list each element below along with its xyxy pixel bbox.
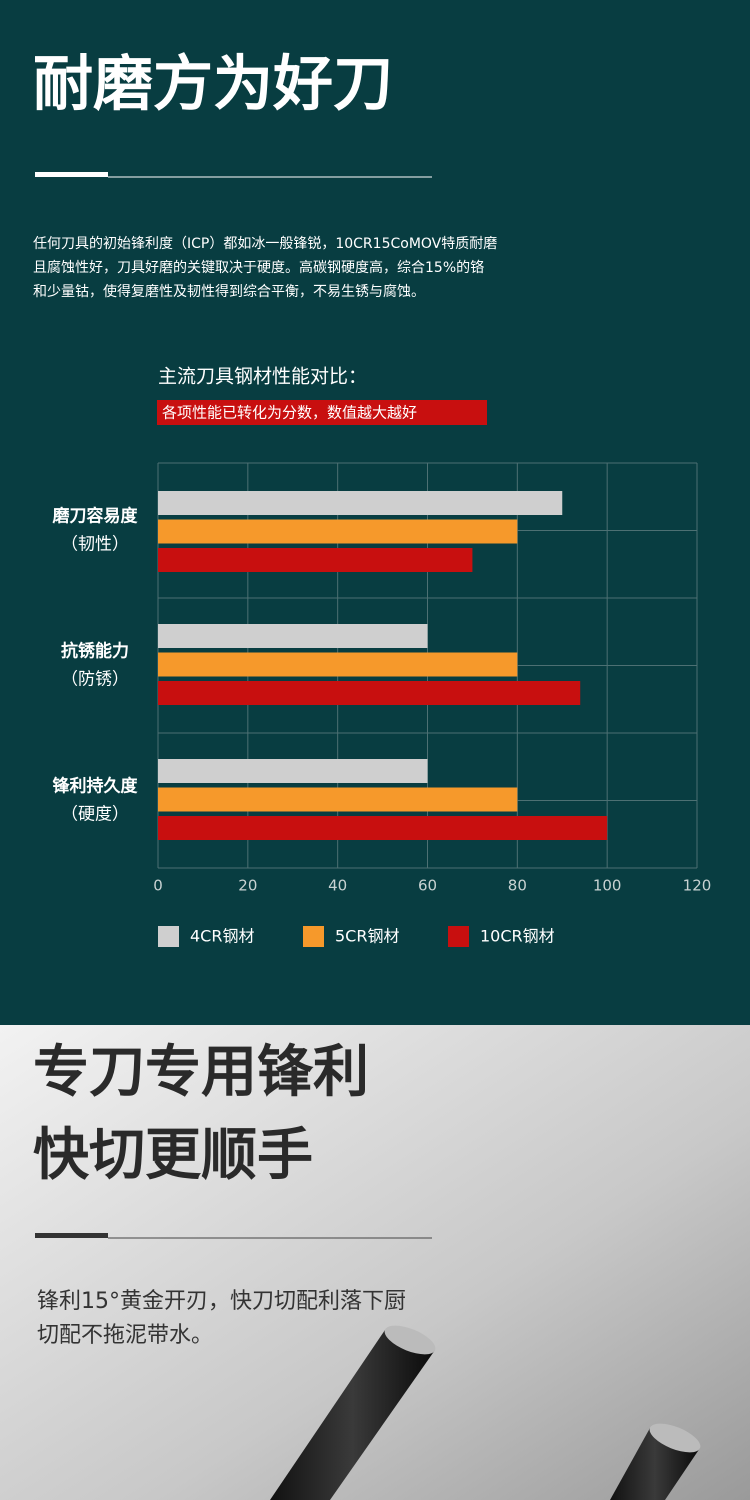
legend-swatch xyxy=(448,926,469,947)
x-tick-label: 100 xyxy=(593,877,622,895)
category-label: 锋利持久度 xyxy=(53,776,139,797)
description-line: 切配不拖泥带水。 xyxy=(37,1323,213,1348)
category-note: （硬度） xyxy=(61,805,129,825)
legend-label: 10CR钢材 xyxy=(480,927,555,946)
bar xyxy=(158,816,608,840)
x-tick-label: 80 xyxy=(508,877,527,895)
description-line: 锋利15°黄金开刃，快刀切配利落下厨 xyxy=(37,1289,406,1314)
bar xyxy=(158,519,518,544)
legend-swatch xyxy=(303,926,324,947)
chart-title: 主流刀具钢材性能对比： xyxy=(158,366,367,388)
legend-swatch xyxy=(158,926,179,947)
section-title: 耐磨方为好刀 xyxy=(33,50,393,120)
underline-bar xyxy=(35,1233,108,1238)
knife-handle xyxy=(270,1330,435,1500)
description-line: 且腐蚀性好，刀具好磨的关键取决于硬度。高碳钢硬度高，综合15%的铬 xyxy=(33,259,484,276)
knife-handles xyxy=(270,1325,701,1500)
section-title: 专刀专用锋利 xyxy=(33,1040,369,1105)
bar xyxy=(158,624,428,648)
legend-label: 5CR钢材 xyxy=(335,927,399,946)
x-tick-label: 60 xyxy=(418,877,437,895)
x-tick-label: 0 xyxy=(153,877,163,895)
bar xyxy=(158,548,473,572)
handle-cap xyxy=(384,1325,436,1355)
category-label: 磨刀容易度 xyxy=(53,506,139,527)
x-tick-label: 120 xyxy=(683,877,712,895)
bar xyxy=(158,759,428,783)
legend-label: 4CR钢材 xyxy=(190,927,254,946)
chart-subtitle: 各项性能已转化为分数，数值越大越好 xyxy=(162,404,417,422)
category-note: （防锈） xyxy=(61,670,129,690)
section-title: 快切更顺手 xyxy=(33,1123,313,1188)
bar xyxy=(158,491,563,515)
category-note: （韧性） xyxy=(61,535,129,555)
bar xyxy=(158,681,581,705)
description-line: 任何刀具的初始锋利度（ICP）都如冰一般锋锐，10CR15CoMOV特质耐磨 xyxy=(33,235,497,252)
bar xyxy=(158,787,518,812)
category-label: 抗锈能力 xyxy=(61,641,129,662)
handle-cap xyxy=(649,1423,701,1453)
subtitle-box xyxy=(157,400,487,425)
x-tick-label: 40 xyxy=(328,877,347,895)
underline-bar xyxy=(35,172,108,177)
x-tick-label: 20 xyxy=(238,877,257,895)
description-line: 和少量钴，使得复磨性及韧性得到综合平衡，不易生锈与腐蚀。 xyxy=(33,283,425,300)
bar xyxy=(158,652,518,677)
